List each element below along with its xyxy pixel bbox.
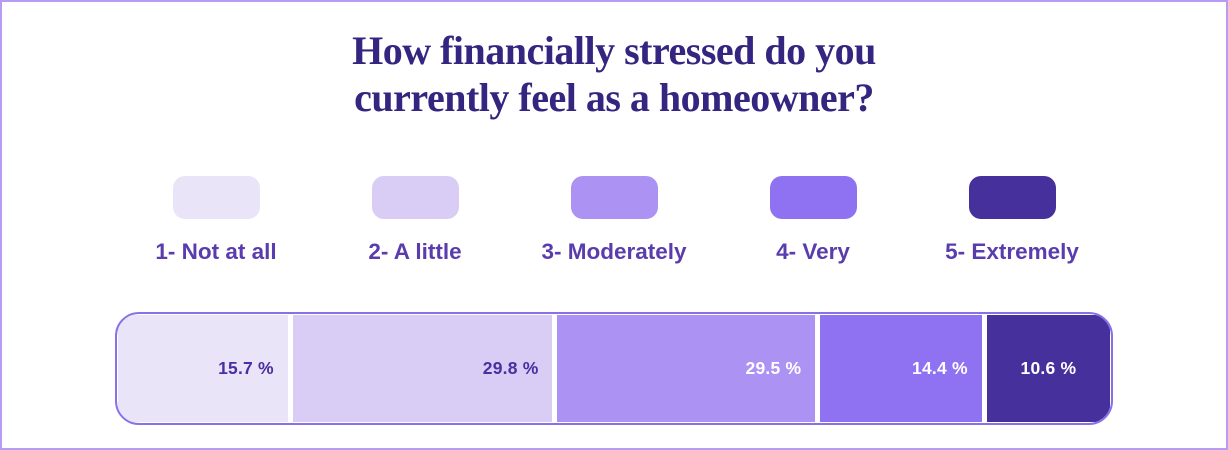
- bar-segment-label: 29.5 %: [745, 357, 802, 378]
- chart-title-line-1: How financially stressed do you: [352, 28, 876, 73]
- legend-swatch: [769, 175, 857, 219]
- legend-swatch: [968, 175, 1056, 219]
- chart-title-line-2: currently feel as a homeowner?: [354, 74, 874, 120]
- legend-swatch: [371, 175, 459, 219]
- legend-item-label: 4- Very: [776, 238, 850, 264]
- legend-item-label: 2- A little: [368, 238, 462, 264]
- bar-segment: 29.5 %: [557, 314, 816, 422]
- bar-segment-label: 15.7 %: [218, 357, 274, 378]
- legend-swatch: [570, 175, 658, 219]
- legend-item: 1- Not at all: [117, 175, 316, 265]
- bar-segment-label: 29.8 %: [482, 357, 539, 378]
- legend: 1- Not at all 2- A little 3- Moderately …: [117, 175, 1112, 265]
- chart-title: How financially stressed do you currentl…: [2, 28, 1226, 122]
- legend-item-label: 5- Extremely: [945, 238, 1079, 264]
- bar-segment: 10.6 %: [986, 314, 1110, 422]
- legend-swatch: [172, 175, 260, 219]
- bar-segment: 15.7 %: [118, 314, 288, 422]
- bar-segment: 29.8 %: [292, 314, 553, 422]
- legend-item: 5- Extremely: [913, 175, 1112, 265]
- legend-item-label: 3- Moderately: [541, 238, 687, 264]
- bar-segment: 14.4 %: [820, 314, 982, 422]
- legend-item-label: 1- Not at all: [155, 238, 277, 264]
- legend-item: 2- A little: [316, 175, 515, 265]
- stacked-bar: 15.7 % 29.8 % 29.5 % 14.4 % 10.6 %: [115, 311, 1113, 425]
- bar-segment-label: 10.6 %: [1020, 357, 1077, 378]
- legend-item: 4- Very: [714, 175, 913, 265]
- legend-item: 3- Moderately: [515, 175, 714, 265]
- bar-segment-label: 14.4 %: [912, 357, 968, 378]
